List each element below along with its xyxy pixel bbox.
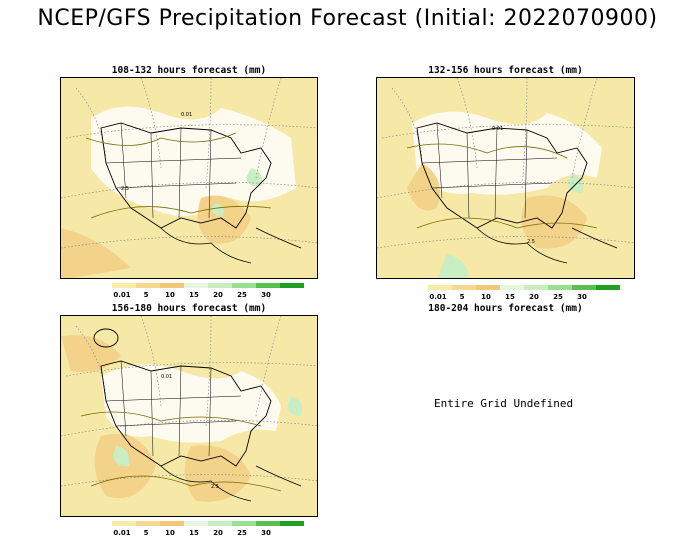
- panel-3-map: 0.01 2.5: [60, 315, 318, 517]
- colorbar-swatch: [112, 283, 136, 288]
- panel-1-title: 108-132 hours forecast (mm): [111, 65, 267, 76]
- panel-4-title: 180-204 hours forecast (mm): [428, 303, 583, 314]
- colorbar-label: 20: [213, 291, 223, 299]
- colorbar-labels: 0.01 5 10 15 20 25 30: [428, 293, 628, 303]
- colorbar-swatch: [524, 285, 548, 290]
- colorbar-swatches: [428, 285, 620, 290]
- colorbar-swatch: [232, 521, 256, 526]
- colorbar-swatch: [136, 283, 160, 288]
- colorbar-labels: 0.01 5 10 15 20 25 30: [112, 529, 312, 539]
- precip-map-3: 0.01 2.5: [61, 316, 317, 516]
- colorbar-swatch: [596, 285, 620, 290]
- colorbar-label: 5: [459, 293, 465, 301]
- colorbar-swatch: [500, 285, 524, 290]
- colorbar-label: 0.01: [429, 293, 447, 301]
- colorbar-label: 30: [577, 293, 587, 301]
- colorbar-swatch: [452, 285, 476, 290]
- panel-2-map: 0.01 2.5: [376, 77, 635, 279]
- colorbar-swatch: [208, 521, 232, 526]
- main-title: NCEP/GFS Precipitation Forecast (Initial…: [37, 6, 658, 31]
- colorbar-label: 25: [237, 529, 247, 537]
- panel-1-map: 0.01 2.5: [60, 77, 318, 279]
- colorbar-label: 15: [505, 293, 515, 301]
- undefined-grid-message: Entire Grid Undefined: [434, 397, 574, 410]
- colorbar-swatch: [160, 283, 184, 288]
- colorbar-swatch: [136, 521, 160, 526]
- contour-label: 0.01: [492, 126, 503, 132]
- colorbar-label: 20: [529, 293, 539, 301]
- colorbar-swatch: [280, 283, 304, 288]
- colorbar-swatch: [184, 283, 208, 288]
- colorbar-label: 10: [165, 291, 175, 299]
- colorbar-swatch: [232, 283, 256, 288]
- colorbar-label: 5: [143, 529, 149, 537]
- colorbar-swatch: [280, 521, 304, 526]
- precip-map-1: 0.01 2.5: [61, 78, 317, 278]
- colorbar-swatch: [428, 285, 452, 290]
- colorbar-swatch: [208, 283, 232, 288]
- colorbar-swatches: [112, 521, 304, 526]
- colorbar-label: 15: [189, 291, 199, 299]
- colorbar-label: 30: [261, 291, 271, 299]
- colorbar-swatch: [184, 521, 208, 526]
- contour-label: 0.01: [181, 112, 192, 118]
- panel-2-title: 132-156 hours forecast (mm): [428, 65, 583, 76]
- colorbar-label: 25: [237, 291, 247, 299]
- colorbar-label: 25: [553, 293, 563, 301]
- contour-label: 2.5: [527, 239, 535, 245]
- colorbar-swatch: [256, 521, 280, 526]
- colorbar-label: 5: [143, 291, 149, 299]
- colorbar-label: 15: [189, 529, 199, 537]
- contour-label: 0.01: [161, 374, 172, 380]
- colorbar-labels: 0.01 5 10 15 20 25 30: [112, 291, 312, 301]
- colorbar-label: 10: [481, 293, 491, 301]
- colorbar-label: 30: [261, 529, 271, 537]
- contour-label: 2.5: [211, 484, 219, 490]
- colorbar-swatch: [112, 521, 136, 526]
- panel-3-title: 156-180 hours forecast (mm): [111, 303, 267, 314]
- colorbar-swatch: [160, 521, 184, 526]
- colorbar-label: 10: [165, 529, 175, 537]
- precip-map-2: 0.01 2.5: [377, 78, 634, 278]
- colorbar-label: 20: [213, 529, 223, 537]
- contour-label: 2.5: [121, 186, 129, 192]
- colorbar-swatch: [476, 285, 500, 290]
- colorbar-label: 0.01: [113, 529, 131, 537]
- colorbar-swatch: [548, 285, 572, 290]
- colorbar-swatches: [112, 283, 304, 288]
- colorbar-label: 0.01: [113, 291, 131, 299]
- colorbar-swatch: [256, 283, 280, 288]
- colorbar-swatch: [572, 285, 596, 290]
